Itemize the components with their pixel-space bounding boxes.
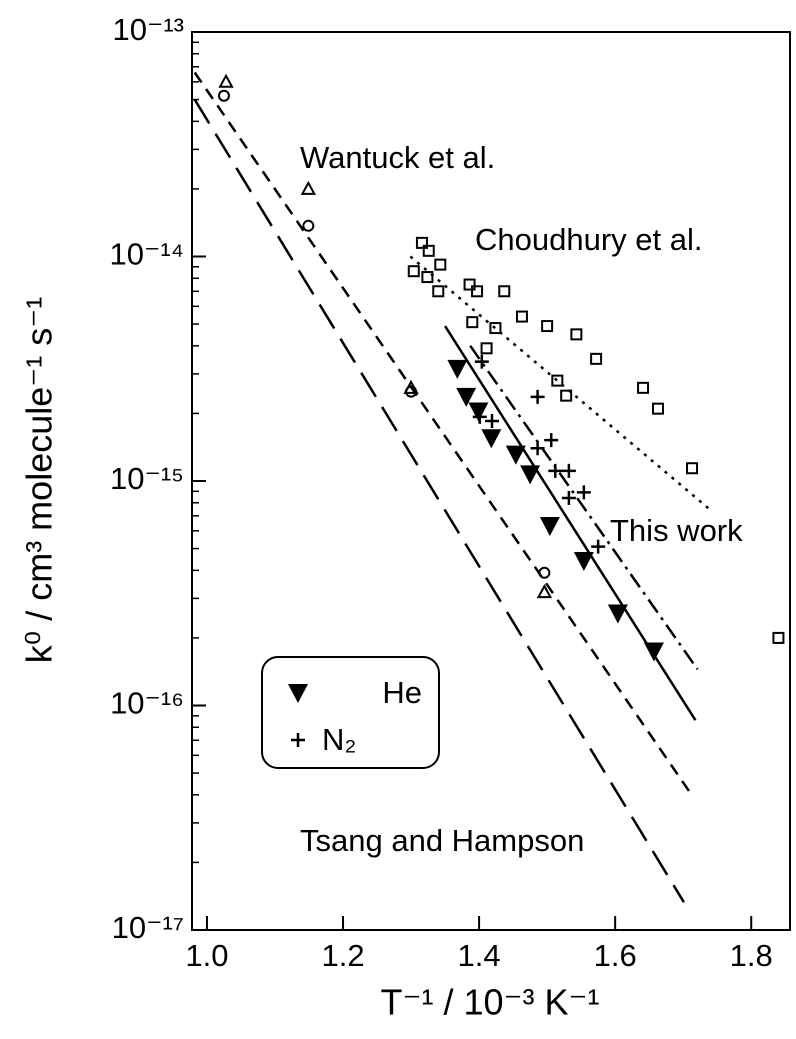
- x-tick-label: 1.0: [185, 938, 228, 973]
- fit-line: [409, 255, 714, 513]
- marker: [466, 316, 479, 329]
- marker: [456, 387, 477, 407]
- annotation: Wantuck et al.: [300, 140, 495, 175]
- legend-label: N₂: [322, 722, 356, 757]
- marker: [474, 354, 489, 369]
- marker: [471, 285, 484, 298]
- marker: [300, 180, 317, 195]
- marker: [415, 236, 428, 249]
- marker: [561, 463, 576, 478]
- marker: [421, 271, 434, 284]
- marker: [643, 642, 664, 662]
- marker: [432, 285, 445, 298]
- x-axis-label: T⁻¹ / 10⁻³ K⁻¹: [380, 982, 599, 1023]
- marker: [560, 389, 573, 402]
- marker: [520, 465, 541, 485]
- y-tick-label: 10⁻¹⁵: [110, 461, 184, 496]
- marker: [515, 310, 528, 323]
- marker: [570, 328, 583, 341]
- x-tick-label: 1.2: [321, 938, 364, 973]
- marker: [573, 552, 594, 572]
- marker: [551, 374, 564, 387]
- x-tick-label: 1.8: [730, 938, 773, 973]
- marker: [218, 73, 234, 88]
- marker: [530, 441, 545, 456]
- marker: [536, 584, 553, 599]
- x-tick-label: 1.4: [458, 938, 501, 973]
- annotation: Tsang and Hampson: [300, 823, 584, 858]
- marker: [498, 285, 511, 298]
- marker: [544, 433, 559, 448]
- y-tick-label: 10⁻¹⁷: [112, 910, 184, 945]
- marker: [591, 539, 606, 554]
- marker: [637, 381, 650, 394]
- legend-marker: [288, 684, 308, 703]
- marker: [434, 258, 447, 271]
- marker: [302, 219, 315, 232]
- marker: [489, 322, 502, 335]
- y-tick-label: 10⁻¹⁶: [110, 686, 184, 721]
- marker: [472, 409, 487, 424]
- x-tick-label: 1.6: [594, 938, 637, 973]
- legend-label: He: [382, 675, 422, 710]
- fit-line: [469, 345, 699, 670]
- y-tick-label: 10⁻¹⁴: [110, 237, 185, 272]
- marker: [485, 414, 500, 429]
- y-tick-label: 10⁻¹³: [113, 12, 185, 47]
- marker: [539, 517, 560, 537]
- marker: [607, 604, 628, 624]
- marker: [480, 342, 493, 355]
- marker: [772, 631, 785, 644]
- fit-line: [193, 71, 692, 794]
- marker: [217, 89, 230, 102]
- legend-marker: [291, 733, 305, 747]
- marker: [505, 445, 526, 465]
- fit-line: [193, 98, 685, 903]
- marker: [407, 265, 420, 278]
- marker: [447, 359, 468, 379]
- marker: [652, 402, 665, 415]
- marker: [548, 463, 563, 478]
- marker: [541, 320, 554, 333]
- marker: [686, 462, 699, 475]
- marker: [468, 402, 489, 422]
- annotation: Choudhury et al.: [475, 222, 702, 257]
- marker: [530, 389, 545, 404]
- marker: [463, 278, 476, 291]
- marker: [590, 352, 603, 365]
- marker: [422, 244, 435, 257]
- marker: [561, 490, 576, 505]
- y-axis-label: k⁰ / cm³ molecule⁻¹ s⁻¹: [19, 297, 60, 663]
- annotation: This work: [610, 513, 743, 548]
- marker: [481, 429, 502, 449]
- marker: [576, 485, 591, 500]
